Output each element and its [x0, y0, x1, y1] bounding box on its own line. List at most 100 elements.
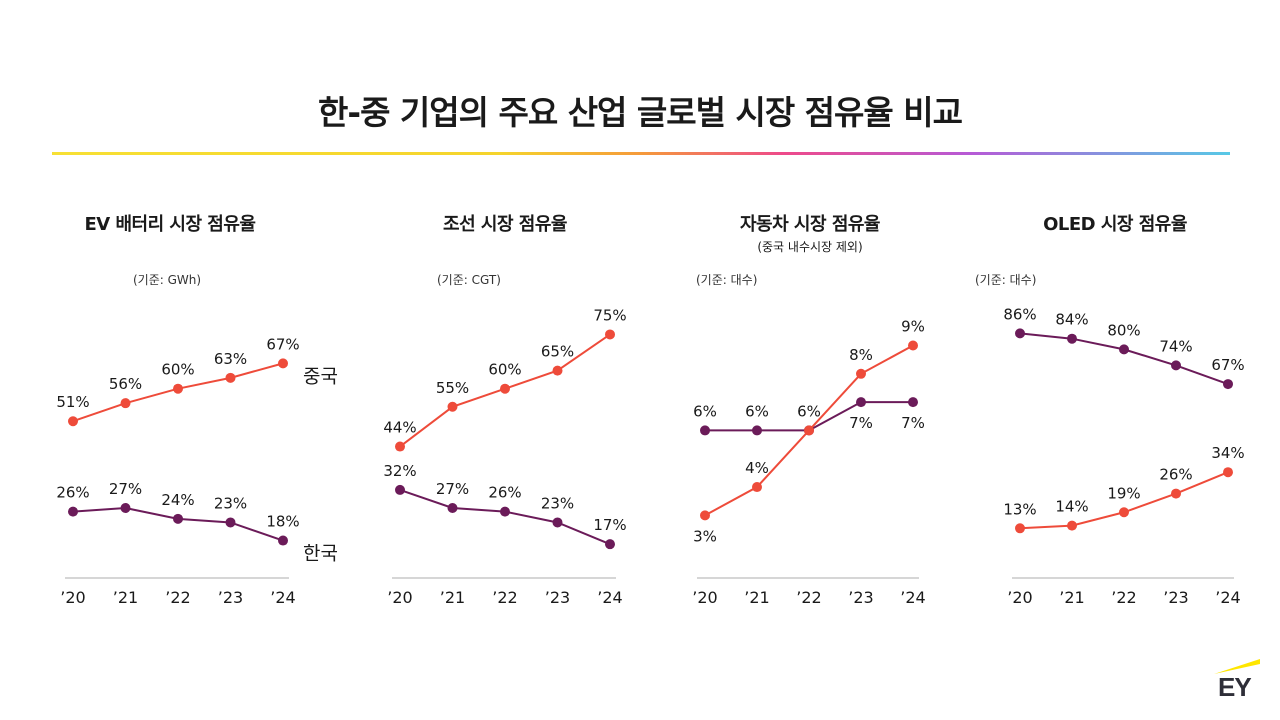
x-tick-label: ’21 [113, 588, 138, 607]
data-label: 63% [214, 350, 247, 368]
china-data-point [804, 425, 814, 436]
korea-data-point [68, 506, 78, 517]
ev-battery-line-chart: ’20 ’21 ’22 ’23 ’24 26% 27% 24% 23% 18%한국 51% 56% 60… [56, 335, 338, 607]
data-label: 56% [109, 375, 142, 393]
data-label: 67% [1211, 356, 1244, 374]
gradient-divider [52, 152, 1230, 155]
korea-data-point [752, 425, 762, 436]
series-name-label: 한국 [303, 543, 338, 565]
data-label: 26% [1159, 466, 1192, 484]
data-label: 86% [1003, 305, 1036, 323]
x-tick-label: ’22 [165, 588, 190, 607]
chart-panel-ev-battery: EV 배터리 시장 점유율 (기준: GWh) ’20 ’21 ’22 ’23 ’24 2… [20, 200, 338, 620]
data-label: 34% [1211, 444, 1244, 462]
data-label: 60% [161, 361, 194, 379]
x-tick-label: ’20 [60, 588, 85, 607]
china-data-point [395, 441, 405, 452]
korea-data-point [500, 506, 510, 517]
china-data-point [447, 401, 458, 412]
korea-data-point [552, 517, 563, 528]
data-label: 6% [745, 402, 769, 420]
china-data-point [278, 358, 288, 369]
korea-data-point [1171, 360, 1181, 371]
chart-title: 자동차 시장 점유율 [739, 214, 881, 235]
korea-data-point [1015, 328, 1025, 339]
x-tick-label: ’20 [692, 588, 717, 607]
china-data-point [1015, 523, 1025, 534]
data-label: 80% [1107, 321, 1140, 339]
unit-note: (기준: 대수) [696, 273, 758, 287]
x-tick-label: ’21 [440, 588, 465, 607]
data-label: 27% [436, 480, 469, 498]
x-tick-label: ’22 [492, 588, 517, 607]
data-label: 24% [161, 491, 194, 509]
oled-line-chart: ’20 ’21 ’22 ’23 ’24 86% 84% 80% 74% 67% 13% 14% 19% 2… [1003, 305, 1244, 607]
ey-logo-slash [1214, 659, 1260, 674]
x-tick-label: ’21 [1059, 588, 1084, 607]
data-label: 44% [383, 419, 416, 437]
data-label: 8% [849, 346, 873, 364]
china-data-point [68, 416, 78, 427]
x-tick-label: ’23 [545, 588, 570, 607]
china-data-point [552, 365, 563, 376]
unit-note: (기준: GWh) [133, 273, 202, 287]
x-tick-label: ’24 [270, 588, 295, 607]
data-label: 3% [693, 527, 717, 545]
x-tick-label: ’24 [900, 588, 925, 607]
korea-data-point [605, 539, 615, 550]
x-tick-label: ’22 [1111, 588, 1136, 607]
korea-data-point [856, 397, 866, 408]
chart-title: 조선 시장 점유율 [443, 214, 567, 235]
korea-series-line [72, 506, 284, 542]
data-label: 23% [214, 494, 247, 512]
korea-data-point [120, 503, 131, 513]
unit-note: (기준: 대수) [975, 273, 1037, 287]
korea-data-point [278, 535, 288, 546]
china-data-point [500, 383, 510, 394]
data-label: 74% [1159, 337, 1192, 355]
x-tick-label: ’23 [218, 588, 243, 607]
data-label: 75% [593, 306, 626, 324]
data-label: 67% [266, 335, 299, 353]
data-label: 9% [901, 317, 925, 335]
x-tick-label: ’24 [597, 588, 622, 607]
korea-data-point [225, 517, 236, 528]
chart-panel-automobile: 자동차 시장 점유율 (중국 내수시장 제외) (기준: 대수) ’20 ’21 ’… [660, 200, 960, 620]
china-data-point [700, 510, 710, 521]
data-label: 7% [901, 414, 925, 432]
chart-title: EV 배터리 시장 점유율 [84, 214, 256, 235]
china-data-point [605, 329, 615, 340]
automobile-line-chart: ’20 ’21 ’22 ’23 ’24 6% 6% 6% 7% 7% 3% 4% 8% 9% [692, 317, 925, 607]
korea-data-point [700, 425, 710, 436]
china-data-point [1119, 507, 1129, 518]
x-tick-label: ’20 [387, 588, 412, 607]
chart-panel-shipbuilding: 조선 시장 점유율 (기준: CGT) ’20 ’21 ’22 ’23 ’24 32% 27… [355, 200, 655, 620]
x-tick-label: ’23 [848, 588, 873, 607]
data-label: 4% [745, 459, 769, 477]
china-data-point [225, 372, 236, 383]
korea-data-point [908, 397, 918, 408]
data-label: 13% [1003, 500, 1036, 518]
ey-logo-text: EY [1218, 672, 1252, 702]
data-label: 51% [56, 393, 89, 411]
data-label: 6% [797, 402, 821, 420]
korea-data-point [1223, 379, 1233, 390]
data-label: 27% [109, 480, 142, 498]
x-tick-label: ’24 [1215, 588, 1240, 607]
x-tick-label: ’21 [744, 588, 769, 607]
data-label: 6% [693, 402, 717, 420]
korea-data-point [1119, 344, 1129, 355]
shipbuilding-line-chart: ’20 ’21 ’22 ’23 ’24 32% 27% 26% 23% 17% 44% 55% 60% 6… [383, 306, 626, 607]
china-data-point [856, 368, 866, 379]
chart-panel-oled: OLED 시장 점유율 (기준: 대수) ’20 ’21 ’22 ’23 ’24 86% 8… [965, 200, 1265, 620]
data-label: 55% [436, 379, 469, 397]
data-label: 32% [383, 462, 416, 480]
china-data-point [1223, 467, 1233, 478]
data-label: 26% [488, 484, 521, 502]
data-label: 23% [541, 494, 574, 512]
korea-data-point [447, 503, 458, 513]
china-data-point [752, 482, 762, 493]
china-data-point [908, 340, 918, 351]
x-tick-label: ’20 [1007, 588, 1032, 607]
chart-subtitle: (중국 내수시장 제외) [757, 240, 863, 254]
